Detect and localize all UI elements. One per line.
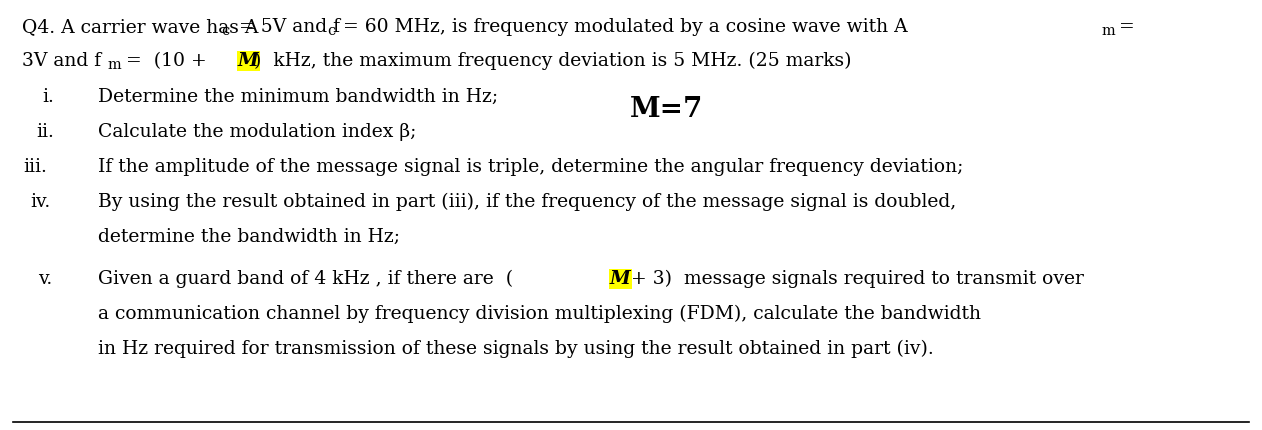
Text: a communication channel by frequency division multiplexing (FDM), calculate the : a communication channel by frequency div… [98,305,981,323]
Text: in Hz required for transmission of these signals by using the result obtained in: in Hz required for transmission of these… [98,340,934,358]
Text: Determine the minimum bandwidth in Hz;: Determine the minimum bandwidth in Hz; [98,88,498,106]
Text: determine the bandwidth in Hz;: determine the bandwidth in Hz; [98,228,400,246]
Text: =  (10 +: = (10 + [120,52,213,70]
Text: iii.: iii. [23,158,47,176]
Text: If the amplitude of the message signal is triple, determine the angular frequenc: If the amplitude of the message signal i… [98,158,963,176]
Text: Calculate the modulation index β;: Calculate the modulation index β; [98,123,416,141]
Text: By using the result obtained in part (iii), if the frequency of the message sign: By using the result obtained in part (ii… [98,193,957,211]
Text: c: c [327,24,336,38]
Text: + 3)  message signals required to transmit over: + 3) message signals required to transmi… [625,270,1084,288]
Text: =: = [1113,18,1135,36]
Text: = 60 MHz, is frequency modulated by a cosine wave with A: = 60 MHz, is frequency modulated by a co… [337,18,907,36]
Text: M: M [239,52,259,70]
Text: i.: i. [42,88,54,106]
Text: v.: v. [38,270,52,288]
Text: = 5V and f: = 5V and f [233,18,339,36]
Text: c: c [221,24,230,38]
Text: Given a guard band of 4 kHz , if there are  (: Given a guard band of 4 kHz , if there a… [98,270,514,288]
Text: ii.: ii. [37,123,54,141]
Text: Q4. A carrier wave has A: Q4. A carrier wave has A [21,18,259,36]
Text: m: m [1100,24,1114,38]
Text: M=7: M=7 [630,96,703,123]
Text: 3V and f: 3V and f [21,52,101,70]
Text: m: m [109,58,121,72]
Text: )  kHz, the maximum frequency deviation is 5 MHz. (25 marks): ) kHz, the maximum frequency deviation i… [254,52,852,70]
Text: iv.: iv. [30,193,50,211]
Text: M: M [610,270,631,288]
